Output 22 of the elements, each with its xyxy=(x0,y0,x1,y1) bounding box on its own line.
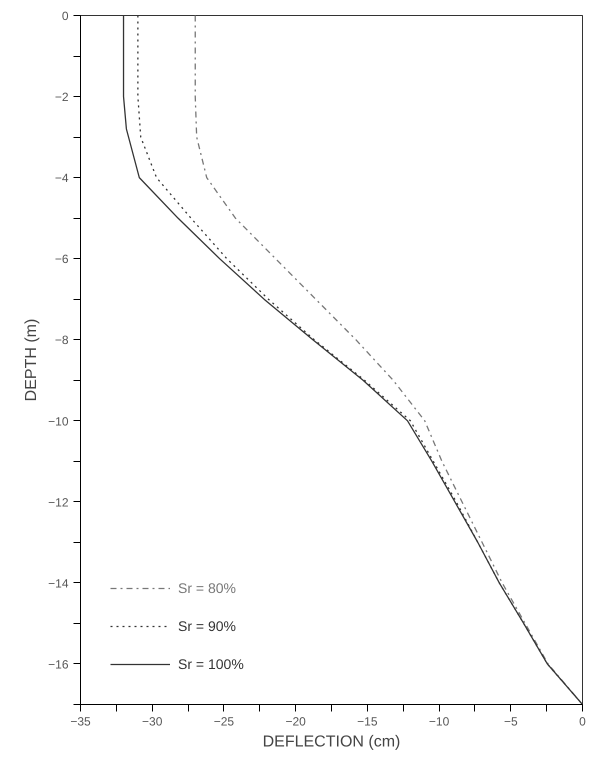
x-tick-label: −20 xyxy=(285,714,306,728)
legend-label: Sr = 80% xyxy=(178,580,236,596)
x-tick-label: −10 xyxy=(428,714,450,728)
legend-label: Sr = 100% xyxy=(178,656,244,672)
x-tick-label: −25 xyxy=(214,714,234,728)
x-tick-label: −35 xyxy=(70,714,92,728)
x-tick-label: −5 xyxy=(504,714,518,728)
y-tick-label: −2 xyxy=(54,90,69,104)
y-tick-label: −6 xyxy=(54,252,69,266)
x-axis-title: DEFLECTION (cm) xyxy=(262,734,400,750)
y-tick-label: −12 xyxy=(48,495,69,510)
x-tick-label: 0 xyxy=(579,714,586,728)
y-tick-label: −14 xyxy=(48,576,69,590)
y-tick-label: −8 xyxy=(54,333,69,348)
y-axis-title: DEPTH (m) xyxy=(23,318,40,402)
y-tick-label: 0 xyxy=(62,9,69,23)
y-tick-label: −4 xyxy=(54,171,69,186)
legend-label: Sr = 90% xyxy=(178,618,236,634)
x-tick-label: −15 xyxy=(357,714,378,728)
y-tick-label: −10 xyxy=(48,414,69,428)
x-tick-label: −30 xyxy=(142,714,163,728)
y-tick-label: −16 xyxy=(48,657,69,672)
